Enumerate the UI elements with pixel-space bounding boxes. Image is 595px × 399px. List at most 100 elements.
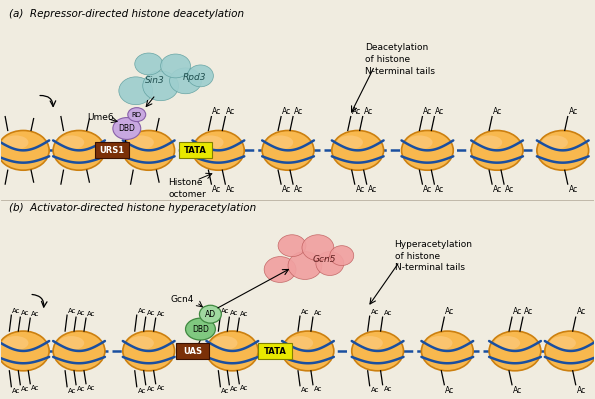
Text: Ac: Ac [436, 185, 444, 194]
Text: Ac: Ac [282, 185, 292, 194]
Text: Ac: Ac [32, 311, 40, 317]
Ellipse shape [287, 336, 313, 350]
Text: Ac: Ac [68, 388, 77, 394]
Text: Gcn5: Gcn5 [312, 255, 336, 264]
Ellipse shape [264, 257, 296, 282]
Text: Ac: Ac [436, 107, 444, 116]
Text: Ac: Ac [68, 308, 77, 314]
Ellipse shape [58, 135, 84, 149]
Ellipse shape [186, 318, 215, 340]
Text: Ac: Ac [212, 107, 222, 116]
Text: Ume6: Ume6 [87, 113, 114, 122]
Ellipse shape [421, 331, 473, 371]
Text: DBD: DBD [118, 124, 135, 133]
Text: Ac: Ac [156, 311, 165, 317]
Text: Ac: Ac [147, 386, 155, 392]
Text: RD: RD [131, 112, 142, 118]
FancyBboxPatch shape [176, 343, 209, 359]
Ellipse shape [170, 68, 202, 94]
Text: Ac: Ac [371, 309, 379, 315]
Text: Ac: Ac [493, 107, 502, 116]
Ellipse shape [427, 336, 452, 350]
Ellipse shape [477, 135, 502, 149]
Text: Ac: Ac [577, 386, 586, 395]
Text: Ac: Ac [12, 388, 21, 394]
Ellipse shape [143, 71, 178, 101]
Text: Rpd3: Rpd3 [183, 73, 206, 82]
Ellipse shape [206, 331, 258, 371]
Text: Ac: Ac [230, 310, 239, 316]
Ellipse shape [119, 77, 153, 105]
Text: Ac: Ac [577, 307, 586, 316]
Ellipse shape [330, 246, 354, 266]
Ellipse shape [58, 336, 84, 350]
Text: Ac: Ac [364, 107, 373, 116]
Text: (a)  Repressor-directed histone deacetylation: (a) Repressor-directed histone deacetyla… [10, 9, 245, 19]
Text: Ac: Ac [221, 388, 230, 394]
Text: Ac: Ac [424, 185, 433, 194]
Text: Ac: Ac [226, 107, 236, 116]
Text: Ac: Ac [569, 185, 578, 194]
Ellipse shape [123, 331, 174, 371]
Text: Ac: Ac [87, 311, 95, 317]
Text: Ac: Ac [77, 310, 86, 316]
Ellipse shape [550, 336, 576, 350]
Text: UAS: UAS [183, 347, 202, 356]
Text: Deacetylation
of histone
N-terminal tails: Deacetylation of histone N-terminal tail… [365, 43, 435, 76]
Ellipse shape [2, 336, 29, 350]
Text: Ac: Ac [513, 386, 522, 395]
Text: Ac: Ac [138, 388, 146, 394]
Ellipse shape [199, 305, 221, 323]
Text: Ac: Ac [424, 107, 433, 116]
Ellipse shape [53, 130, 105, 170]
Text: Ac: Ac [294, 185, 303, 194]
Ellipse shape [53, 331, 105, 371]
Text: Ac: Ac [230, 386, 239, 392]
Ellipse shape [161, 54, 190, 78]
Ellipse shape [471, 130, 523, 170]
Ellipse shape [352, 331, 403, 371]
Text: Ac: Ac [21, 310, 30, 316]
Text: Ac: Ac [32, 385, 40, 391]
FancyBboxPatch shape [95, 142, 129, 158]
Text: Ac: Ac [294, 107, 303, 116]
FancyBboxPatch shape [178, 142, 212, 158]
Ellipse shape [134, 53, 162, 75]
Text: Hyperacetylation
of histone
N-terminal tails: Hyperacetylation of histone N-terminal t… [394, 240, 472, 273]
Text: Ac: Ac [513, 307, 522, 316]
Ellipse shape [113, 118, 141, 139]
Text: TATA: TATA [264, 347, 287, 356]
Text: Ac: Ac [524, 307, 533, 316]
Ellipse shape [402, 130, 453, 170]
Text: AD: AD [205, 310, 216, 319]
Ellipse shape [332, 130, 384, 170]
Ellipse shape [0, 130, 49, 170]
Text: Ac: Ac [301, 387, 309, 393]
Text: Ac: Ac [226, 185, 236, 194]
Ellipse shape [537, 130, 588, 170]
Text: URS1: URS1 [99, 146, 124, 155]
Ellipse shape [282, 331, 334, 371]
Text: Ac: Ac [314, 310, 322, 316]
Ellipse shape [123, 130, 174, 170]
Text: Ac: Ac [138, 308, 146, 314]
Ellipse shape [0, 331, 49, 371]
Ellipse shape [128, 108, 146, 122]
Text: Ac: Ac [505, 185, 514, 194]
FancyBboxPatch shape [258, 343, 292, 359]
Text: Ac: Ac [356, 185, 365, 194]
Ellipse shape [278, 235, 306, 257]
Text: Ac: Ac [384, 310, 392, 316]
Text: Ac: Ac [352, 107, 361, 116]
Ellipse shape [2, 135, 29, 149]
Text: Histone
octomer: Histone octomer [168, 178, 206, 199]
Text: Ac: Ac [156, 385, 165, 391]
Ellipse shape [128, 336, 154, 350]
Ellipse shape [193, 130, 245, 170]
Ellipse shape [357, 336, 383, 350]
Ellipse shape [316, 252, 344, 275]
Text: Ac: Ac [87, 385, 95, 391]
Ellipse shape [128, 135, 154, 149]
Text: Ac: Ac [21, 386, 30, 392]
Ellipse shape [187, 65, 214, 87]
